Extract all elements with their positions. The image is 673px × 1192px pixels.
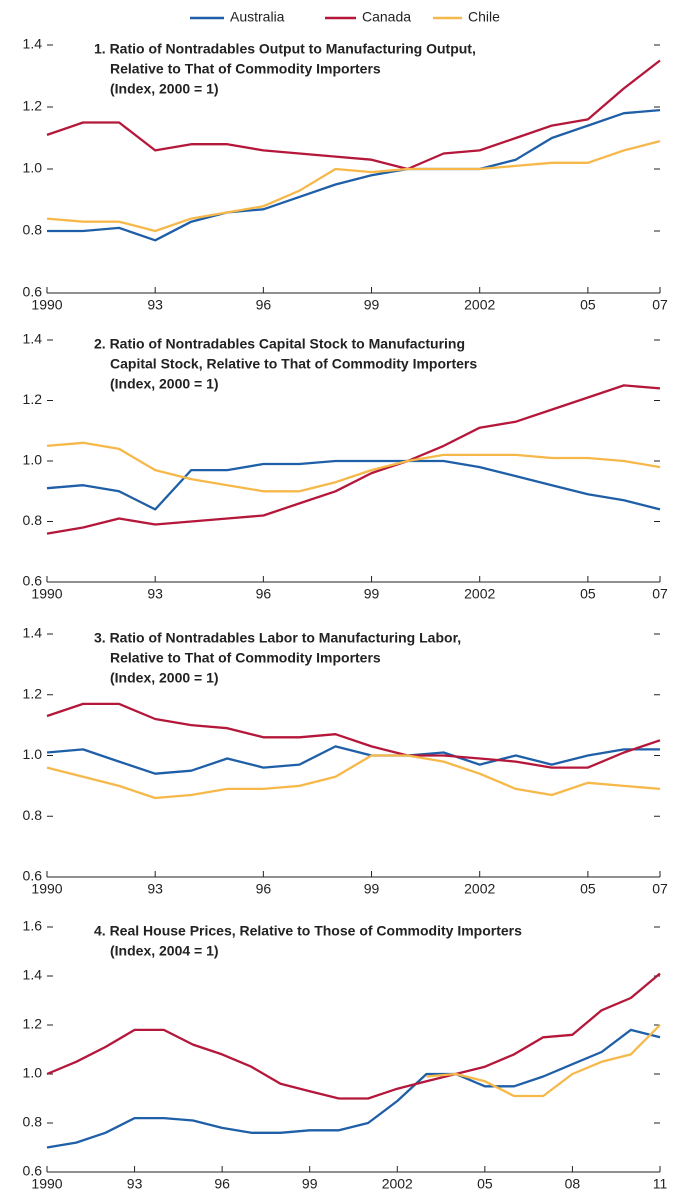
series-line bbox=[47, 108, 661, 242]
x-tick-label: 99 bbox=[364, 586, 380, 602]
x-tick-label: 05 bbox=[580, 297, 596, 313]
series-line bbox=[46, 702, 661, 769]
legend-label: Chile bbox=[468, 9, 500, 25]
x-tick-label: 05 bbox=[580, 586, 596, 602]
y-tick-label: 1.4 bbox=[23, 331, 43, 347]
x-tick-label: 11 bbox=[653, 1176, 668, 1192]
x-tick-label: 99 bbox=[364, 297, 380, 313]
legend-label: Australia bbox=[230, 9, 285, 25]
y-tick-label: 0.8 bbox=[23, 222, 43, 238]
series-line bbox=[46, 59, 661, 171]
series-line bbox=[46, 441, 661, 493]
panel-title: (Index, 2000 = 1) bbox=[110, 670, 219, 686]
x-tick-label: 07 bbox=[652, 881, 668, 897]
y-tick-label: 0.6 bbox=[23, 284, 43, 300]
x-tick-label: 96 bbox=[214, 1176, 230, 1192]
series-line bbox=[46, 139, 661, 233]
x-tick-label: 2002 bbox=[464, 586, 495, 602]
series-line bbox=[46, 1028, 661, 1149]
panel-title: 2. Ratio of Nontradables Capital Stock t… bbox=[94, 336, 465, 352]
x-tick-label: 93 bbox=[127, 1176, 143, 1192]
series-line bbox=[46, 384, 661, 535]
x-tick-label: 08 bbox=[565, 1176, 581, 1192]
x-tick-label: 07 bbox=[652, 297, 668, 313]
x-tick-label: 99 bbox=[364, 881, 380, 897]
series-line bbox=[426, 1024, 661, 1098]
panel-title: Capital Stock, Relative to That of Commo… bbox=[110, 356, 477, 372]
y-tick-label: 0.6 bbox=[23, 868, 43, 884]
panel-title: 3. Ratio of Nontradables Labor to Manufa… bbox=[94, 630, 461, 646]
x-tick-label: 1990 bbox=[31, 881, 62, 897]
y-tick-label: 1.2 bbox=[23, 391, 43, 407]
y-tick-label: 0.6 bbox=[23, 573, 43, 589]
y-tick-label: 1.4 bbox=[23, 625, 43, 641]
panel-title: Relative to That of Commodity Importers bbox=[110, 650, 381, 666]
y-tick-label: 1.0 bbox=[23, 746, 43, 762]
x-tick-label: 07 bbox=[652, 586, 668, 602]
legend-label: Canada bbox=[362, 9, 411, 25]
x-tick-label: 93 bbox=[147, 297, 163, 313]
y-tick-label: 0.6 bbox=[23, 1163, 43, 1179]
y-tick-label: 1.2 bbox=[23, 98, 43, 114]
x-tick-label: 2002 bbox=[464, 297, 495, 313]
x-tick-label: 05 bbox=[580, 881, 596, 897]
y-tick-label: 0.8 bbox=[23, 807, 43, 823]
panel-title: (Index, 2000 = 1) bbox=[110, 81, 219, 97]
series-line bbox=[46, 745, 660, 775]
series-line bbox=[46, 459, 661, 511]
panel-title: 1. Ratio of Nontradables Output to Manuf… bbox=[94, 41, 476, 57]
y-tick-label: 1.2 bbox=[23, 1016, 43, 1032]
y-tick-label: 1.2 bbox=[23, 685, 43, 701]
y-tick-label: 1.0 bbox=[23, 160, 43, 176]
x-tick-label: 2002 bbox=[464, 881, 495, 897]
x-tick-label: 93 bbox=[147, 881, 163, 897]
x-tick-label: 93 bbox=[147, 586, 163, 602]
panel-title: (Index, 2004 = 1) bbox=[110, 943, 219, 959]
y-tick-label: 1.0 bbox=[23, 1065, 43, 1081]
panel-title: (Index, 2000 = 1) bbox=[110, 376, 219, 392]
series-line bbox=[46, 972, 661, 1100]
y-tick-label: 0.8 bbox=[23, 1114, 43, 1130]
y-tick-label: 1.0 bbox=[23, 452, 43, 468]
x-tick-label: 1990 bbox=[31, 1176, 62, 1192]
series-line bbox=[46, 754, 661, 800]
panel-title: Relative to That of Commodity Importers bbox=[110, 61, 381, 77]
x-tick-label: 96 bbox=[256, 586, 272, 602]
x-tick-label: 1990 bbox=[31, 586, 62, 602]
y-tick-label: 1.4 bbox=[23, 967, 43, 983]
x-tick-label: 96 bbox=[256, 297, 272, 313]
panel-title: 4. Real House Prices, Relative to Those … bbox=[94, 923, 522, 939]
y-tick-label: 1.4 bbox=[23, 36, 43, 52]
x-tick-label: 2002 bbox=[382, 1176, 413, 1192]
y-tick-label: 1.6 bbox=[23, 918, 43, 934]
y-tick-label: 0.8 bbox=[23, 512, 43, 528]
x-tick-label: 96 bbox=[256, 881, 272, 897]
x-tick-label: 99 bbox=[302, 1176, 318, 1192]
x-tick-label: 1990 bbox=[31, 297, 62, 313]
x-tick-label: 05 bbox=[477, 1176, 493, 1192]
